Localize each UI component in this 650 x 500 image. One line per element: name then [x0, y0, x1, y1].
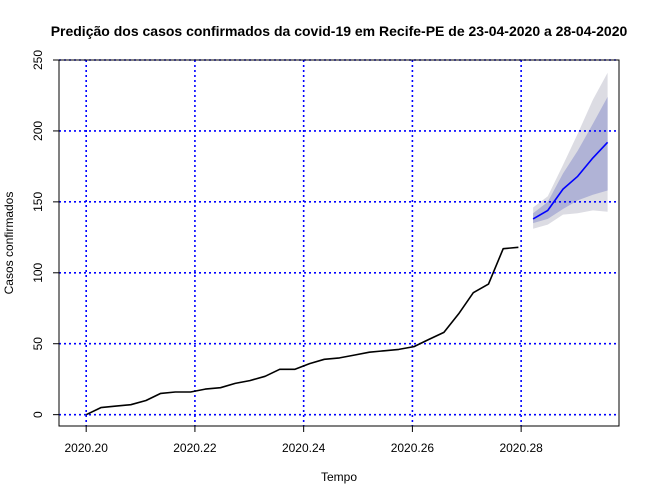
- y-tick-label-1: 50: [31, 337, 45, 351]
- y-tick-label-5: 250: [31, 50, 45, 70]
- x-tick-label-1: 2020.22: [173, 441, 217, 455]
- observed-line: [85, 246, 519, 416]
- plot-frame: [58, 59, 620, 427]
- forecast-interval-80: [533, 96, 608, 224]
- x-tick-label-0: 2020.20: [64, 441, 108, 455]
- x-tick-label-3: 2020.26: [391, 441, 435, 455]
- y-axis-label: Casos confirmados: [2, 192, 16, 295]
- chart-title: Predição dos casos confirmados da covid-…: [51, 23, 628, 39]
- plot-area: 2020.20 2020.22 2020.24 2020.26 2020.28 0 50 10…: [31, 50, 620, 455]
- y-tick-label-2: 100: [31, 262, 45, 282]
- y-tick-label-0: 0: [31, 411, 45, 418]
- x-tick-label-4: 2020.28: [499, 441, 543, 455]
- x-tick-label-2: 2020.24: [282, 441, 326, 455]
- x-axis-label: Tempo: [321, 470, 357, 484]
- forecast-line: [532, 141, 609, 220]
- y-tick-label-3: 150: [31, 192, 45, 212]
- y-tick-label-4: 200: [31, 121, 45, 141]
